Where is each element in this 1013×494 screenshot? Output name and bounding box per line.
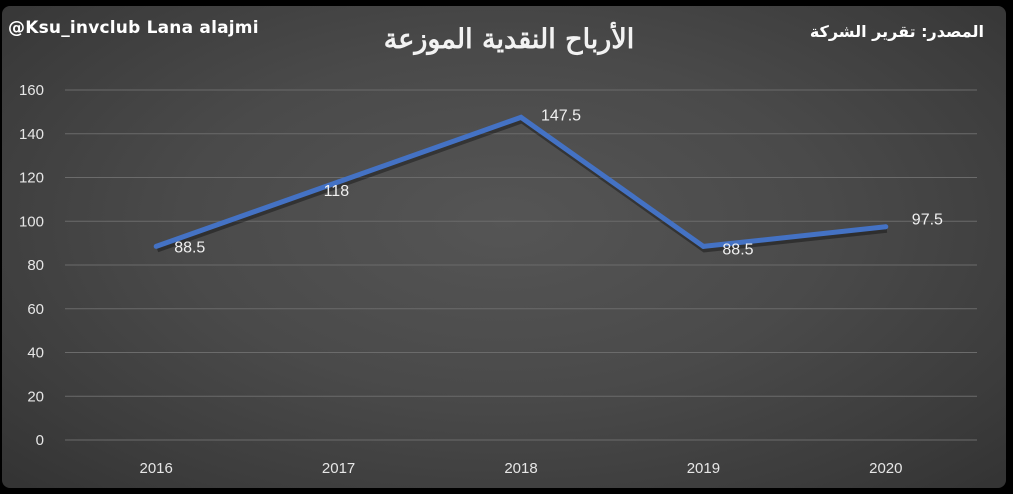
y-tick-label: 120 bbox=[19, 170, 44, 187]
data-label: 88.5 bbox=[722, 241, 753, 258]
y-tick-label: 160 bbox=[19, 82, 44, 99]
data-label: 147.5 bbox=[541, 107, 581, 124]
data-label: 118 bbox=[324, 183, 350, 200]
y-tick-label: 60 bbox=[27, 301, 44, 318]
data-point bbox=[336, 179, 342, 185]
x-tick-label: 2019 bbox=[687, 460, 720, 477]
y-tick-label: 40 bbox=[27, 345, 44, 362]
data-point bbox=[883, 224, 889, 230]
series-lines bbox=[153, 114, 889, 253]
y-tick-label: 80 bbox=[27, 257, 44, 274]
y-tick-label: 140 bbox=[19, 126, 44, 143]
x-tick-label: 2020 bbox=[869, 460, 902, 477]
data-label: 88.5 bbox=[174, 239, 205, 256]
x-tick-label: 2016 bbox=[140, 460, 173, 477]
y-tick-label: 100 bbox=[19, 213, 44, 230]
chart-title: الأرباح النقدية الموزعة bbox=[383, 24, 635, 55]
y-tick-label: 20 bbox=[27, 388, 44, 405]
gridlines bbox=[65, 89, 977, 441]
data-point bbox=[700, 243, 706, 249]
x-axis-ticks: 2016 2017 2018 2019 2020 bbox=[140, 460, 903, 477]
y-axis-ticks: 0 20 40 60 80 100 120 140 160 bbox=[19, 82, 44, 449]
series-line-shadow bbox=[156, 116, 888, 253]
x-tick-label: 2018 bbox=[504, 460, 537, 477]
series-line bbox=[155, 114, 887, 249]
data-point bbox=[518, 114, 524, 120]
y-tick-label: 0 bbox=[36, 432, 44, 449]
data-point bbox=[153, 243, 159, 249]
author-handle: @Ksu_invclub Lana alajmi bbox=[8, 18, 259, 38]
x-tick-label: 2017 bbox=[322, 460, 355, 477]
chart-panel: @Ksu_invclub Lana alajmi الأرباح النقدية… bbox=[2, 6, 1006, 488]
data-label: 97.5 bbox=[912, 212, 943, 229]
source-note: المصدر: تقرير الشركة bbox=[809, 22, 984, 41]
data-labels: 88.5 118 147.5 88.5 97.5 bbox=[174, 107, 943, 258]
